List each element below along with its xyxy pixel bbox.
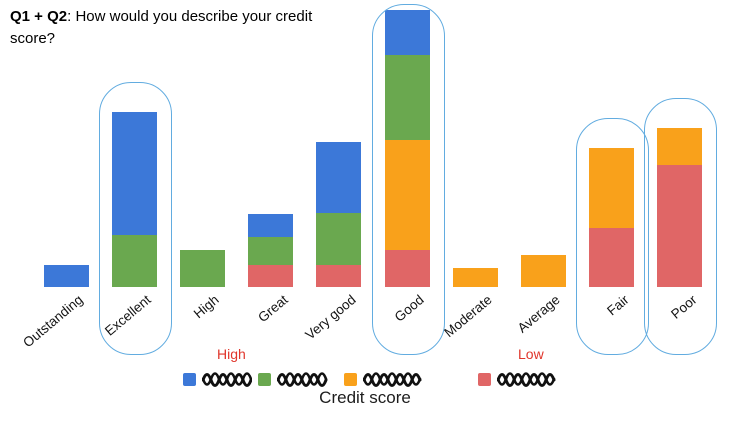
legend-item[interactable] — [344, 371, 423, 387]
bar-segment[interactable] — [589, 228, 635, 287]
legend-swatch — [478, 372, 491, 386]
bar-segment[interactable] — [384, 250, 430, 287]
legend-swatch — [258, 372, 271, 386]
bar-segment[interactable] — [384, 140, 430, 250]
bar-segment[interactable] — [111, 112, 157, 235]
bar-segment[interactable] — [316, 265, 362, 287]
high-annotation: High — [217, 346, 246, 362]
highlight-outline — [371, 4, 445, 355]
highlight-outline — [98, 82, 172, 355]
legend-item[interactable] — [478, 371, 561, 387]
bar-segment[interactable] — [316, 213, 362, 265]
legend-swatch — [344, 372, 357, 386]
low-annotation: Low — [518, 346, 544, 362]
title-question-text: : How would you describe your credit sco… — [10, 8, 313, 47]
scribbled-out-label — [277, 372, 328, 387]
bar-segment[interactable] — [248, 214, 294, 237]
bar-segment[interactable] — [657, 165, 703, 287]
highlight-outline — [644, 98, 718, 355]
legend — [0, 371, 747, 391]
legend-swatch — [183, 372, 196, 386]
scribbled-out-label — [363, 372, 422, 387]
bar-segment[interactable] — [111, 235, 157, 287]
legend-item[interactable] — [183, 371, 252, 387]
chart-title: Q1 + Q2: How would you describe your cre… — [10, 6, 355, 50]
bar-segment[interactable] — [43, 265, 89, 287]
bar-segment[interactable] — [316, 142, 362, 213]
bar-segment[interactable] — [179, 250, 225, 287]
bar-segment[interactable] — [452, 268, 498, 287]
scribbled-out-label — [497, 372, 556, 387]
bar-segment[interactable] — [248, 237, 294, 265]
x-axis-title: Credit score — [319, 388, 411, 407]
bar-segment[interactable] — [657, 128, 703, 165]
bar-segment[interactable] — [384, 55, 430, 140]
legend-item[interactable] — [258, 371, 333, 387]
bar-segment[interactable] — [248, 265, 294, 287]
title-question-ids: Q1 + Q2 — [10, 8, 68, 25]
highlight-outline — [576, 118, 650, 355]
scribbled-out-label — [202, 372, 252, 387]
bar-segment[interactable] — [520, 255, 566, 287]
bar-segment[interactable] — [589, 148, 635, 228]
